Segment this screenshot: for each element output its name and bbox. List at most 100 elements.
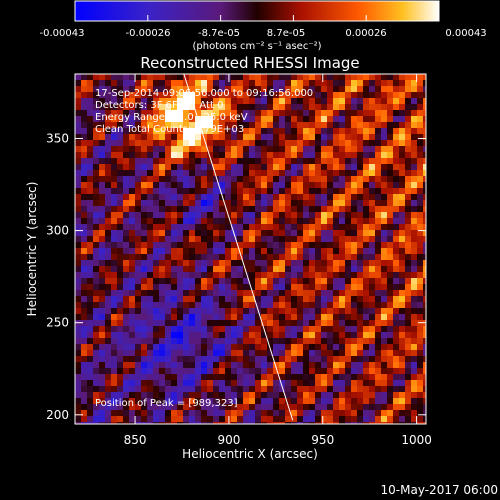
heatmap-cell	[81, 170, 87, 176]
heatmap-cell	[333, 326, 339, 332]
heatmap-cell	[81, 122, 87, 128]
heatmap-cell	[423, 104, 426, 110]
heatmap-cell	[141, 122, 147, 128]
heatmap-cell	[399, 320, 405, 326]
heatmap-cell	[189, 350, 195, 356]
heatmap-cell	[99, 182, 105, 188]
heatmap-cell	[153, 116, 159, 122]
heatmap-cell	[351, 344, 357, 350]
heatmap-cell	[423, 356, 426, 362]
heatmap-cell	[303, 398, 309, 404]
heatmap-cell	[237, 398, 243, 404]
heatmap-cell	[279, 188, 285, 194]
heatmap-cell	[339, 266, 345, 272]
heatmap-cell	[225, 350, 231, 356]
heatmap-cell	[75, 308, 81, 314]
heatmap-cell	[285, 296, 291, 302]
heatmap-cell	[75, 152, 81, 158]
heatmap-cell	[417, 212, 423, 218]
heatmap-cell	[345, 380, 351, 386]
heatmap-cell	[285, 254, 291, 260]
heatmap-cell	[141, 278, 147, 284]
heatmap-cell	[417, 218, 423, 224]
heatmap-cell	[183, 296, 189, 302]
heatmap-cell	[225, 296, 231, 302]
heatmap-cell	[405, 140, 411, 146]
heatmap-cell	[363, 164, 369, 170]
heatmap-cell	[105, 80, 111, 86]
heatmap-cell	[93, 416, 99, 422]
heatmap-cell	[273, 410, 279, 416]
heatmap-cell	[405, 158, 411, 164]
heatmap-cell	[297, 320, 303, 326]
heatmap-cell	[411, 248, 417, 254]
heatmap-cell	[327, 152, 333, 158]
heatmap-cell	[327, 194, 333, 200]
heatmap-cell	[117, 320, 123, 326]
heatmap-cell	[81, 326, 87, 332]
heatmap-cell	[195, 206, 201, 212]
heatmap-cell	[279, 236, 285, 242]
heatmap-cell	[171, 356, 177, 362]
heatmap-cell	[381, 332, 387, 338]
heatmap-cell	[141, 140, 147, 146]
heatmap-cell	[177, 92, 183, 98]
heatmap-cell	[411, 200, 417, 206]
heatmap-cell	[405, 146, 411, 152]
heatmap-cell	[189, 236, 195, 242]
heatmap-cell	[393, 320, 399, 326]
heatmap-cell	[153, 92, 159, 98]
heatmap-cell	[195, 338, 201, 344]
heatmap-cell	[111, 380, 117, 386]
heatmap-cell	[87, 302, 93, 308]
heatmap-cell	[249, 170, 255, 176]
heatmap-cell	[303, 116, 309, 122]
heatmap-cell	[141, 356, 147, 362]
heatmap-cell	[141, 350, 147, 356]
heatmap-cell	[351, 116, 357, 122]
heatmap-cell	[381, 374, 387, 380]
heatmap-cell	[273, 116, 279, 122]
heatmap-cell	[273, 242, 279, 248]
heatmap-cell	[345, 218, 351, 224]
heatmap-cell	[375, 290, 381, 296]
heatmap-cell	[165, 332, 171, 338]
heatmap-cell	[183, 398, 189, 404]
heatmap-cell	[201, 230, 207, 236]
heatmap-cell	[117, 332, 123, 338]
heatmap-cell	[117, 206, 123, 212]
heatmap-cell	[369, 248, 375, 254]
heatmap-cell	[279, 104, 285, 110]
heatmap-cell	[87, 398, 93, 404]
heatmap-cell	[111, 278, 117, 284]
heatmap-cell	[93, 326, 99, 332]
heatmap-cell	[231, 260, 237, 266]
heatmap-cell	[303, 236, 309, 242]
heatmap-cell	[189, 134, 195, 140]
heatmap-cell	[351, 200, 357, 206]
heatmap-cell	[267, 218, 273, 224]
heatmap-cell	[285, 236, 291, 242]
heatmap-cell	[393, 158, 399, 164]
heatmap-cell	[105, 284, 111, 290]
heatmap-cell	[153, 404, 159, 410]
heatmap-cell	[267, 86, 273, 92]
heatmap-cell	[393, 182, 399, 188]
heatmap-cell	[279, 308, 285, 314]
heatmap-cell	[255, 332, 261, 338]
heatmap-cell	[285, 314, 291, 320]
heatmap-cell	[417, 86, 423, 92]
heatmap-cell	[369, 86, 375, 92]
heatmap-cell	[423, 140, 426, 146]
heatmap-cell	[87, 230, 93, 236]
heatmap-cell	[219, 134, 225, 140]
heatmap-cell	[285, 218, 291, 224]
heatmap-cell	[159, 98, 165, 104]
heatmap-cell	[423, 92, 426, 98]
heatmap-cell	[411, 296, 417, 302]
heatmap-cell	[333, 182, 339, 188]
heatmap-cell	[153, 98, 159, 104]
heatmap-cell	[153, 398, 159, 404]
heatmap-cell	[141, 242, 147, 248]
heatmap-cell	[75, 290, 81, 296]
